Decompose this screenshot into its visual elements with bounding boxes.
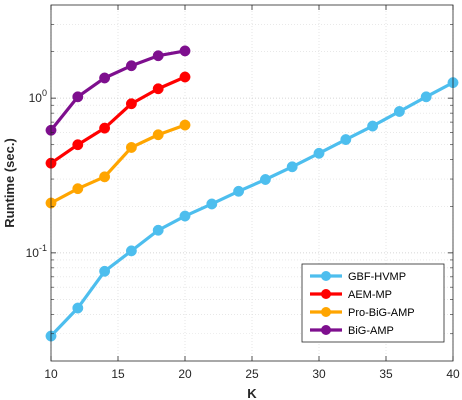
- y-tick-base: 10: [29, 91, 43, 105]
- data-point: [179, 210, 191, 222]
- data-point: [393, 106, 405, 117]
- series-gbf-hvmp: [45, 77, 459, 342]
- y-tick-base: 10: [26, 246, 40, 260]
- x-tick-label: 10: [44, 367, 58, 381]
- y-tick-exponent: -1: [39, 243, 47, 253]
- data-point: [286, 161, 298, 173]
- legend-swatch-marker: [321, 307, 331, 317]
- legend-label: BiG-AMP: [348, 325, 394, 337]
- legend: GBF-HVMP AEM-MP Pro-BiG-AMP BiG-AMP: [301, 263, 445, 343]
- data-point: [367, 120, 379, 132]
- data-point: [152, 83, 164, 95]
- legend-entry: Pro-BiG-AMP: [310, 307, 415, 319]
- x-tick-label: 15: [111, 367, 125, 381]
- series-layer: [45, 45, 459, 342]
- data-point: [125, 245, 137, 257]
- x-axis-label: K: [247, 386, 257, 400]
- data-point: [72, 91, 84, 103]
- y-tick-label: 10-1: [26, 243, 47, 260]
- legend-label: Pro-BiG-AMP: [348, 307, 415, 319]
- data-point: [99, 171, 111, 183]
- data-point: [99, 122, 111, 134]
- data-point: [179, 45, 191, 57]
- y-axis-label: Runtime (sec.): [2, 138, 17, 228]
- x-tick-labels: 10 15 20 25 30 35 40: [44, 367, 460, 381]
- data-point: [125, 142, 137, 153]
- data-point: [152, 129, 164, 141]
- x-tick-label: 25: [245, 367, 259, 381]
- data-point: [313, 147, 325, 159]
- series-big-amp: [45, 45, 191, 136]
- data-point: [72, 302, 84, 314]
- data-point: [72, 183, 84, 195]
- x-tick-label: 30: [312, 367, 326, 381]
- data-point: [259, 174, 271, 185]
- data-point: [152, 50, 164, 62]
- legend-entry: GBF-HVMP: [310, 271, 406, 283]
- y-tick-label: 100: [29, 88, 47, 105]
- data-point: [125, 60, 137, 72]
- legend-swatch-marker: [321, 289, 331, 299]
- series-pro-big-amp: [45, 119, 191, 209]
- axis-ticks: [50, 5, 454, 361]
- data-point: [179, 71, 191, 83]
- series-line: [49, 81, 454, 338]
- legend-label: AEM-MP: [348, 289, 392, 301]
- data-point: [179, 119, 191, 131]
- data-point: [340, 134, 352, 145]
- legend-entry: AEM-MP: [310, 289, 392, 301]
- x-tick-label: 40: [446, 367, 460, 381]
- legend-swatch-marker: [321, 271, 331, 281]
- data-point: [206, 198, 218, 210]
- data-point: [152, 224, 164, 236]
- data-point: [125, 98, 137, 110]
- legend-label: GBF-HVMP: [348, 271, 406, 283]
- data-point: [420, 91, 432, 103]
- data-point: [72, 139, 84, 151]
- data-point: [99, 72, 111, 84]
- x-tick-label: 20: [178, 367, 192, 381]
- y-tick-exponent: 0: [42, 88, 47, 98]
- data-point: [233, 185, 245, 197]
- data-point: [99, 265, 111, 277]
- x-tick-label: 35: [379, 367, 393, 381]
- series-aem-mp: [45, 71, 191, 169]
- legend-entry: BiG-AMP: [310, 325, 394, 337]
- legend-swatch-marker: [321, 325, 331, 335]
